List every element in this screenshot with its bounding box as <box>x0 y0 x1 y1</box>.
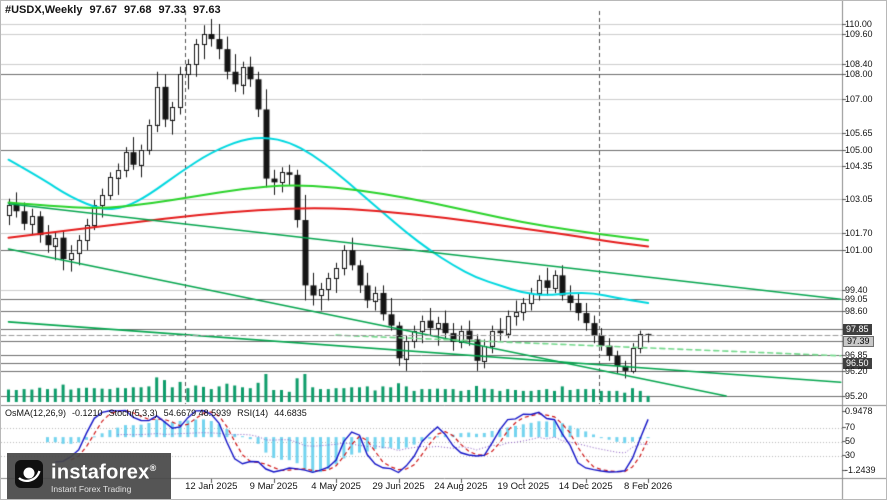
date-axis-label: 12 Jan 2025 <box>185 481 238 492</box>
date-axis-label: 9 Mar 2025 <box>249 481 298 492</box>
price-axis-label: 105.65 <box>845 128 873 138</box>
price-axis-label: 99.40 <box>845 285 868 295</box>
price-axis-label: 95.20 <box>845 391 868 401</box>
price-axis-label: 96.85 <box>845 350 868 360</box>
date-axis-label: 19 Oct 2025 <box>497 481 550 492</box>
stoch-value: 54.6679 48.5939 <box>163 408 232 418</box>
indicator-values-row: OsMA(12,26,9) -0.1210 Stoch(5,3,3) 54.66… <box>5 408 307 418</box>
price-axis[interactable]: 110.00 109.60 108.40 108.00 107.00 105.65 105.… <box>842 1 886 499</box>
instaforex-logo: instaforex® Instant Forex Trading <box>7 453 171 499</box>
indicator-axis-label: 70 <box>845 422 856 432</box>
instaforex-logo-icon <box>15 459 43 493</box>
ohlc-open: 97.67 <box>89 4 117 16</box>
ohlc-high: 97.68 <box>123 4 152 16</box>
osma-label: OsMA(12,26,9) <box>5 408 67 418</box>
price-axis-label: 108.40 <box>845 59 873 69</box>
indicator-axis-label: 50 <box>845 436 856 446</box>
price-axis-label: 101.00 <box>845 245 873 255</box>
indicator-axis-label: -1.2439 <box>845 465 876 475</box>
indicator-axis-label: 0.9478 <box>845 406 873 416</box>
ohlc-close: 97.63 <box>193 4 221 16</box>
price-axis-label: 99.05 <box>845 294 868 304</box>
stoch-label: Stoch(5,3,3) <box>108 408 158 418</box>
logo-brand-text: instaforex® <box>51 461 157 484</box>
price-axis-label: 109.60 <box>845 29 873 39</box>
price-axis-label: 105.00 <box>845 145 873 155</box>
price-axis-label: 96.20 <box>845 366 868 376</box>
indicator-axis-label: 30 <box>845 450 856 460</box>
time-axis[interactable]: 12 Jan 2025 9 Mar 2025 4 May 2025 29 Jun 20… <box>1 479 842 499</box>
osma-value: -0.1210 <box>72 408 103 418</box>
date-axis-label: 8 Feb 2026 <box>624 481 673 492</box>
logo-tagline: Instant Forex Trading <box>51 483 132 494</box>
date-axis-label: 4 May 2025 <box>311 481 361 492</box>
rsi-value: 44.6835 <box>274 408 307 418</box>
symbol-timeframe: #USDX,Weekly <box>5 4 83 16</box>
rsi-label: RSI(14) <box>237 408 269 418</box>
price-axis-label: 97.85 <box>843 324 872 335</box>
price-axis-label: 97.39 <box>843 336 874 347</box>
price-axis-label: 103.05 <box>845 194 873 204</box>
registered-mark: ® <box>149 463 157 473</box>
price-axis-label: 107.00 <box>845 94 873 104</box>
ohlc-low: 97.33 <box>158 4 187 16</box>
price-axis-label: 108.00 <box>845 69 873 79</box>
chart-title: #USDX,Weekly 97.67 97.68 97.33 97.63 <box>5 4 221 16</box>
price-axis-label: 101.70 <box>845 228 873 238</box>
price-axis-label: 104.35 <box>845 161 873 171</box>
price-axis-label: 98.60 <box>845 306 868 316</box>
date-axis-label: 14 Dec 2025 <box>558 481 613 492</box>
date-axis-label: 24 Aug 2025 <box>434 481 488 492</box>
price-axis-label: 96.50 <box>843 358 872 369</box>
price-axis-label: 110.00 <box>845 19 872 29</box>
date-axis-label: 29 Jun 2025 <box>372 481 425 492</box>
